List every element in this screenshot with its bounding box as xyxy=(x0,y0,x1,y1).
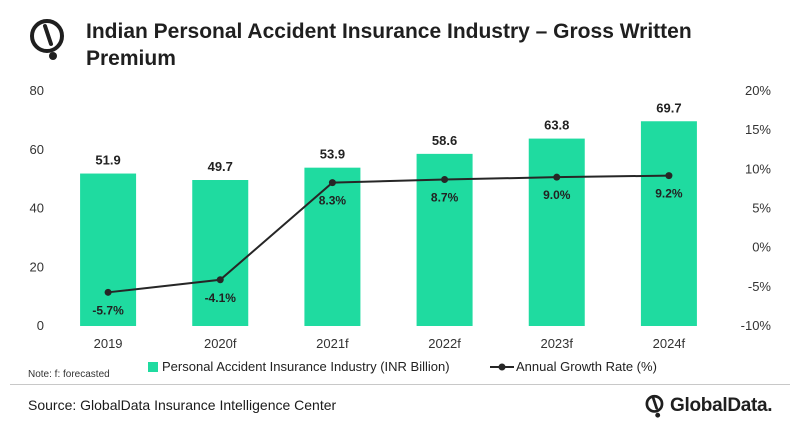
source-text: Source: GlobalData Insurance Intelligenc… xyxy=(28,397,337,413)
bar-value-label: 58.6 xyxy=(432,133,457,148)
right-axis-tick-label: -10% xyxy=(741,318,772,333)
growth-value-label: 8.3% xyxy=(319,194,347,208)
growth-line xyxy=(107,174,669,294)
left-axis-tick-label: 80 xyxy=(30,83,44,98)
legend-swatch-bar xyxy=(148,362,158,372)
legend: Personal Accident Insurance Industry (IN… xyxy=(148,359,657,374)
bar xyxy=(192,180,249,326)
legend-label-bar: Personal Accident Insurance Industry (IN… xyxy=(162,359,450,374)
right-axis-tick-label: 15% xyxy=(745,122,771,137)
growth-point xyxy=(553,173,561,181)
right-axis-ticks: -10% -5% 0% 5% 10% 15% 20% xyxy=(741,83,772,333)
x-axis-tick-label: 2019 xyxy=(94,336,123,351)
growth-data-labels: -5.7% -4.1% 8.3% 8.7% 9.0% 9.2% xyxy=(92,187,683,318)
bar xyxy=(640,121,697,326)
growth-line-series xyxy=(104,172,673,296)
bar xyxy=(304,167,361,326)
growth-point xyxy=(104,288,112,296)
bar-data-labels: 51.9 49.7 53.9 58.6 63.8 69.7 xyxy=(95,100,681,174)
growth-value-label: 8.7% xyxy=(431,191,459,205)
growth-value-label: -5.7% xyxy=(92,303,124,317)
left-axis-tick-label: 20 xyxy=(30,259,44,274)
bar-value-label: 63.8 xyxy=(544,118,569,133)
right-axis-tick-label: 20% xyxy=(745,83,771,98)
bar-value-label: 53.9 xyxy=(320,147,345,162)
footer-divider xyxy=(10,384,790,385)
growth-point xyxy=(216,276,224,284)
x-axis-tick-label: 2021f xyxy=(316,336,349,351)
right-axis-tick-label: 10% xyxy=(745,161,771,176)
growth-point xyxy=(328,179,336,187)
left-axis-ticks: 0 20 40 60 80 xyxy=(30,83,44,333)
globaldata-mark-icon xyxy=(30,19,64,60)
x-axis-tick-label: 2020f xyxy=(204,336,237,351)
left-axis-tick-label: 40 xyxy=(30,201,44,216)
x-axis-tick-label: 2022f xyxy=(428,336,461,351)
bar-value-label: 51.9 xyxy=(95,153,120,168)
x-axis-tick-label: 2024f xyxy=(653,336,686,351)
right-axis-tick-label: -5% xyxy=(748,279,772,294)
bar-value-label: 69.7 xyxy=(656,100,681,115)
growth-point xyxy=(441,176,449,184)
left-axis-tick-label: 0 xyxy=(37,318,44,333)
brand-logo: GlobalData. xyxy=(644,393,773,419)
brand-wordmark: GlobalData. xyxy=(670,395,773,416)
bar xyxy=(528,138,585,326)
right-axis-tick-label: 5% xyxy=(752,201,771,216)
chart-title: Indian Personal Accident Insurance Indus… xyxy=(86,20,692,70)
right-axis-tick-label: 0% xyxy=(752,240,771,255)
growth-value-label: -4.1% xyxy=(205,291,237,305)
legend-swatch-marker xyxy=(498,363,506,371)
bar-value-label: 49.7 xyxy=(208,159,233,174)
bar-series xyxy=(80,121,697,326)
growth-value-label: 9.0% xyxy=(543,188,571,202)
bar xyxy=(80,173,137,326)
x-axis-tick-label: 2023f xyxy=(540,336,573,351)
chart-header: Indian Personal Accident Insurance Indus… xyxy=(28,14,788,76)
globaldata-mark-icon xyxy=(645,394,664,418)
growth-point xyxy=(665,172,673,180)
legend-label-line: Annual Growth Rate (%) xyxy=(516,359,657,374)
growth-value-label: 9.2% xyxy=(655,187,683,201)
forecast-note: Note: f: forecasted xyxy=(28,369,110,380)
left-axis-tick-label: 60 xyxy=(30,142,44,157)
x-axis-ticks: 2019 2020f 2021f 2022f 2023f 2024f xyxy=(94,336,686,351)
